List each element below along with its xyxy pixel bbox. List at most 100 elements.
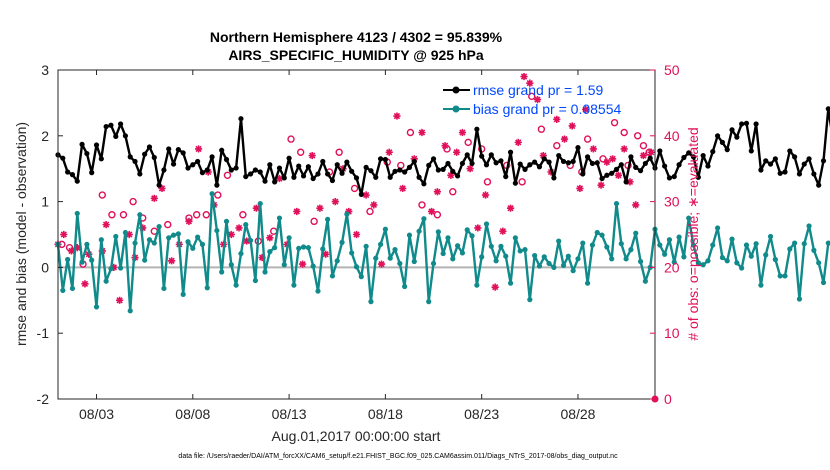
rmse-point <box>536 164 543 170</box>
rmse-point <box>676 162 682 168</box>
data-file-footer: data file: /Users/raeder/DAI/ATM_forcXX/… <box>178 453 618 460</box>
bias-point <box>142 257 148 263</box>
x-tick-label: 08/08 <box>175 406 210 422</box>
obs-evaluated-point <box>362 191 370 199</box>
rmse-point <box>599 175 605 182</box>
bias-point <box>93 304 100 310</box>
obs-evaluated-point <box>614 171 623 179</box>
bias-point <box>642 278 648 284</box>
obs-possible-point <box>310 217 318 226</box>
rmse-point <box>320 158 326 165</box>
bias-point <box>719 254 726 261</box>
y-axis-left-label: rmse and bias (model - observation) <box>13 122 29 346</box>
obs-evaluated-point <box>81 280 89 288</box>
obs-possible-point <box>599 155 607 163</box>
bias-point <box>315 288 321 294</box>
x-tick-label: 08/28 <box>560 406 595 422</box>
bias-point <box>527 297 533 303</box>
rmse-point <box>272 179 278 185</box>
rmse-point <box>556 152 562 159</box>
rmse-point <box>705 163 711 169</box>
rmse-point <box>344 159 350 165</box>
y-right-tick-label: 50 <box>664 62 680 78</box>
obs-evaluated-point <box>275 174 284 183</box>
bias-point <box>180 291 186 297</box>
bias-point <box>238 250 244 257</box>
bias-point <box>628 247 634 253</box>
rmse-point <box>594 160 600 166</box>
bias-point <box>137 212 143 218</box>
bias-point <box>387 255 393 261</box>
rmse-point <box>681 154 687 161</box>
rmse-point <box>113 133 119 140</box>
rmse-point <box>469 160 475 167</box>
rmse-point <box>796 171 803 177</box>
rmse-point <box>642 160 648 167</box>
bias-point <box>488 243 494 249</box>
rmse-point <box>151 154 157 161</box>
rmse-point <box>782 169 788 175</box>
obs-evaluated-point <box>298 260 307 268</box>
rmse-point <box>546 159 552 165</box>
bias-point <box>710 242 716 248</box>
rmse-point <box>801 161 807 167</box>
obs-possible-point <box>350 184 359 193</box>
rmse-point <box>811 171 817 177</box>
bias-point <box>329 273 336 279</box>
chart-title-line1: Northern Hemisphere 4123 / 4302 = 95.839… <box>210 29 503 45</box>
bias-point <box>743 242 750 248</box>
obs-possible-point <box>335 148 343 156</box>
bias-point <box>825 240 830 246</box>
bias-point <box>796 296 803 302</box>
rmse-point <box>243 173 249 180</box>
bias-point <box>373 255 379 261</box>
rmse-point <box>315 171 321 177</box>
obs-evaluated-point <box>597 181 605 189</box>
rmse-point <box>483 162 490 168</box>
bias-point <box>103 278 109 284</box>
bias-point <box>772 256 778 263</box>
obs-evaluated-point <box>410 155 418 163</box>
rmse-point <box>445 160 451 167</box>
bias-point <box>479 254 485 260</box>
rmse-point <box>156 182 162 188</box>
rmse-point <box>84 150 90 157</box>
x-tick-label: 08/18 <box>368 406 403 422</box>
bias-point <box>79 259 85 265</box>
bias-point <box>156 224 162 230</box>
obs-evaluated-point <box>258 253 266 262</box>
rmse-point <box>411 158 417 165</box>
rmse-point <box>584 154 591 160</box>
bias-point <box>666 237 673 243</box>
rmse-point <box>512 180 518 186</box>
rmse-point <box>647 155 653 161</box>
obs-evaluated-point <box>474 224 482 232</box>
bias-point <box>89 257 95 263</box>
bias-point <box>560 262 567 269</box>
bias-point <box>228 262 234 268</box>
rmse-point <box>69 172 76 178</box>
y-right-tick-label: 40 <box>664 128 680 144</box>
obs-possible-point <box>639 141 648 150</box>
bias-point <box>320 246 326 252</box>
rmse-point <box>541 156 547 162</box>
rmse-point <box>724 147 730 153</box>
rmse-point <box>435 167 441 173</box>
bias-point <box>662 251 668 257</box>
bias-point <box>272 245 278 251</box>
obs-evaluated-point <box>110 263 118 271</box>
rmse-point <box>137 171 143 177</box>
rmse-point <box>455 173 461 179</box>
rmse-point <box>146 144 153 150</box>
rmse-point <box>560 158 567 165</box>
obs-evaluated-point <box>539 151 547 160</box>
obs-evaluated-point <box>576 184 584 193</box>
obs-evaluated-point <box>331 198 339 206</box>
rmse-point <box>623 179 629 185</box>
bias-point <box>763 252 769 258</box>
obs-possible-point <box>537 125 546 133</box>
x-axis-label: Aug.01,2017 00:00:00 start <box>272 428 441 444</box>
obs-evaluated-point <box>227 230 235 239</box>
bias-point <box>474 282 480 288</box>
